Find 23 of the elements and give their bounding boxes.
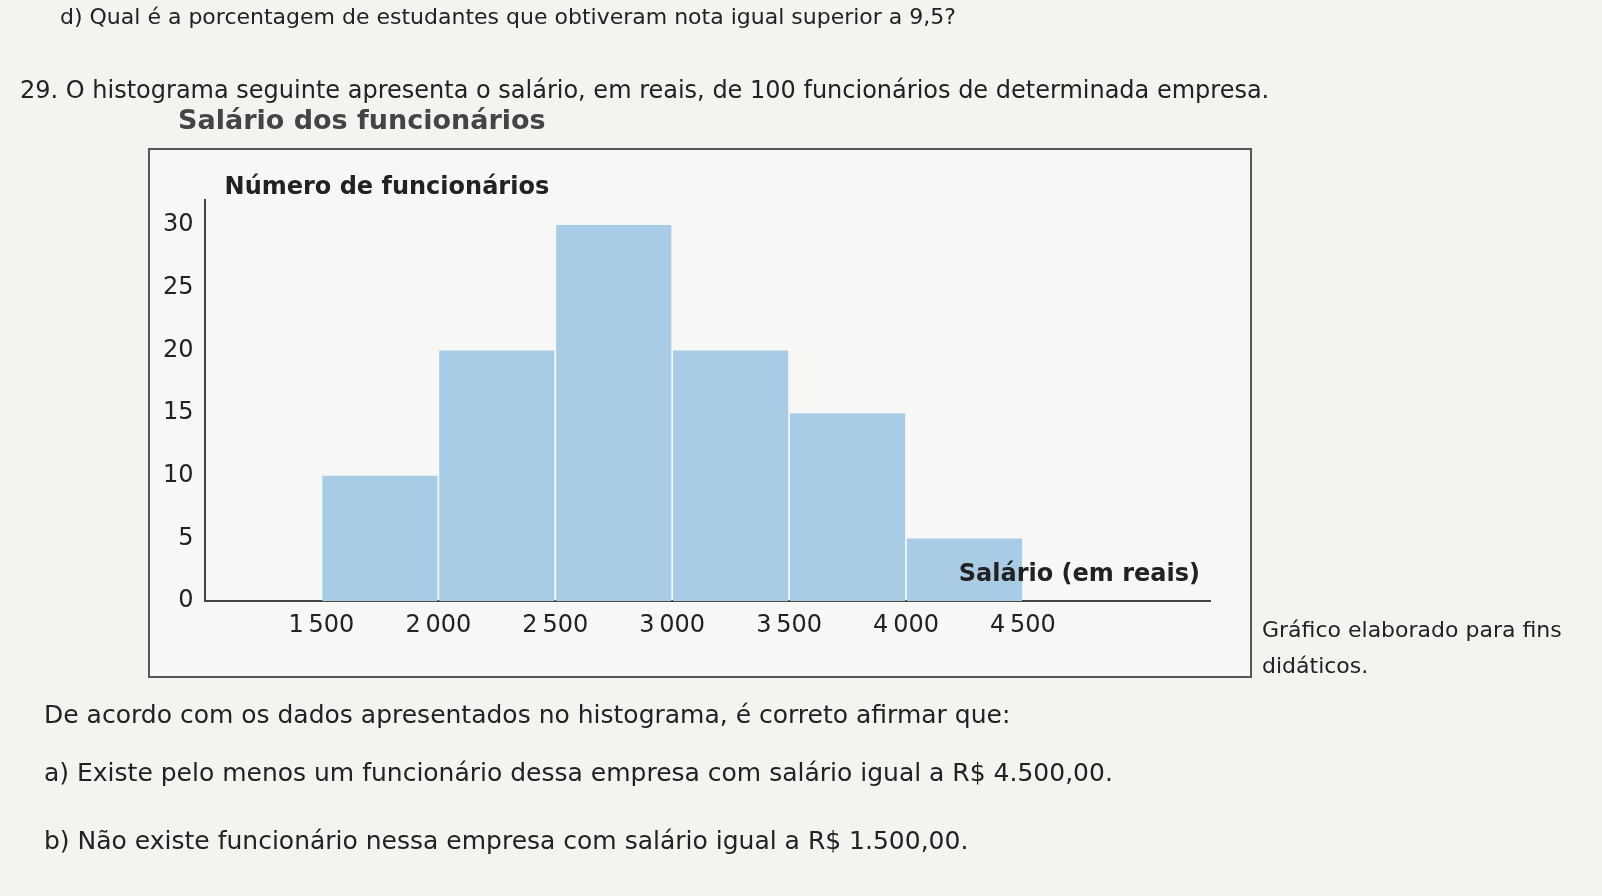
y-tick-label: 25 (162, 272, 194, 300)
chart-title: Salário dos funcionários (178, 104, 546, 135)
x-tick-label: 4 500 (990, 609, 1056, 638)
y-tick-label: 0 (178, 585, 194, 614)
y-tick-label: 5 (178, 522, 194, 551)
x-tick-label: 2 000 (405, 609, 472, 638)
text: De acordo com os dados apresentados no histograma, é correto afirmar que: (44, 700, 1011, 729)
y-axis-title: Número de funcionários (224, 172, 550, 201)
x-tick-label: 3 500 (756, 609, 823, 638)
x-tick-label: 2 500 (522, 609, 589, 638)
x-axis-title: Salário (em reais) (958, 559, 1200, 588)
text: Gráfico elaborado para fins didáticos. (1262, 616, 1562, 680)
x-tick-label: 3 000 (639, 609, 706, 638)
x-tick-label: 4 000 (873, 609, 939, 638)
y-tick-label: 30 (162, 209, 194, 238)
x-tick-label: 1 500 (288, 609, 355, 638)
text: a) Existe pelo menos um funcionário dessa empresa com salário igual a R$ 4.500,00. (44, 758, 1113, 787)
text: 29. O histograma seguinte apresenta o salário, em reais, de 100 funcionários de determinada empresa. (20, 76, 1270, 104)
y-tick-label: 15 (162, 397, 194, 426)
text: d) Qual é a porcentagem de estudantes que obtiveram nota igual superior a 9,5? (60, 4, 956, 29)
y-tick-label: 20 (162, 334, 194, 363)
y-tick-label: 10 (162, 460, 194, 489)
text: b) Não existe funcionário nessa empresa com salário igual a R$ 1.500,00. (44, 826, 969, 855)
